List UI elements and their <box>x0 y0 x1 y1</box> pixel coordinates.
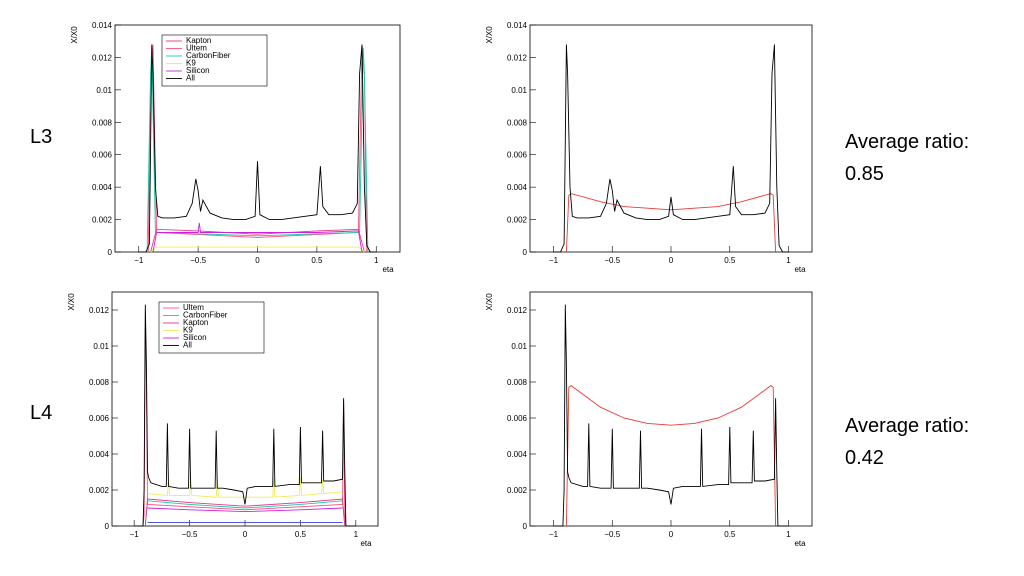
series-line-all <box>553 44 789 253</box>
x-tick-label: 1 <box>786 530 791 539</box>
y-tick-label: 0.006 <box>89 414 110 423</box>
row-label-l3: L3 <box>30 126 53 148</box>
x-tick-label: 1 <box>786 256 791 265</box>
y-axis-label: X/X0 <box>485 26 494 44</box>
x-tick-label: 0 <box>243 530 248 539</box>
y-tick-label: 0.006 <box>92 151 113 160</box>
series-line-k9 <box>147 477 343 498</box>
y-tick-label: 0.01 <box>96 86 112 95</box>
y-tick-label: 0.014 <box>507 21 528 30</box>
ratio-title: Average ratio: <box>845 415 970 437</box>
series-line-k9 <box>150 246 365 253</box>
ratio-block-l3: Average ratio: 0.85 <box>845 126 969 190</box>
legend-label: Silicon <box>183 333 207 342</box>
legend-label: CarbonFiber <box>183 311 228 320</box>
legend-label: Kapton <box>183 318 208 327</box>
x-tick-label: −0.5 <box>190 256 206 265</box>
y-axis-label: X/X0 <box>485 293 494 311</box>
x-tick-label: 0 <box>669 256 674 265</box>
legend-label: CarbonFiber <box>186 51 231 60</box>
legend-label: Kapton <box>186 36 211 45</box>
x-tick-label: 1 <box>374 256 379 265</box>
series-line-all <box>553 304 789 527</box>
x-tick-label: −0.5 <box>604 256 620 265</box>
ratio-value: 0.42 <box>845 447 884 469</box>
legend-label: All <box>186 74 195 83</box>
y-tick-label: 0.002 <box>89 486 110 495</box>
legend-label: Ultem <box>186 44 207 53</box>
y-tick-label: 0.004 <box>507 183 528 192</box>
row-label-l4: L4 <box>30 402 53 424</box>
y-tick-label: 0.01 <box>93 342 109 351</box>
legend-label: K9 <box>186 59 196 68</box>
plot-frame <box>529 291 813 527</box>
y-tick-label: 0.008 <box>507 118 528 127</box>
y-tick-label: 0.004 <box>507 450 528 459</box>
y-tick-label: 0.012 <box>507 53 528 62</box>
series-line-kapton <box>144 498 346 527</box>
y-tick-label: 0.002 <box>507 486 528 495</box>
y-tick-label: 0.01 <box>511 342 527 351</box>
y-tick-label: 0.014 <box>92 21 113 30</box>
x-tick-label: 0 <box>255 256 260 265</box>
y-tick-label: 0.012 <box>89 306 110 315</box>
ratio-value: 0.85 <box>845 163 884 185</box>
y-tick-label: 0.002 <box>92 216 113 225</box>
y-axis-label: X/X0 <box>67 293 76 311</box>
y-tick-label: 0 <box>523 522 528 531</box>
y-tick-label: 0.006 <box>507 414 528 423</box>
x-tick-label: 0.5 <box>724 530 736 539</box>
x-tick-label: −1 <box>130 530 140 539</box>
y-tick-label: 0.012 <box>507 306 528 315</box>
legend-label: Ultem <box>183 303 204 312</box>
x-tick-label: −1 <box>549 530 559 539</box>
ratio-title: Average ratio: <box>845 131 970 153</box>
series-line-all <box>134 304 356 527</box>
x-tick-label: −0.5 <box>604 530 620 539</box>
x-tick-label: 1 <box>354 530 359 539</box>
x-tick-label: 0.5 <box>311 256 323 265</box>
y-tick-label: 0.008 <box>507 378 528 387</box>
legend-box <box>158 301 265 354</box>
y-tick-label: 0.008 <box>92 118 113 127</box>
series-line-silicon <box>152 222 363 253</box>
x-axis-label: eta <box>360 539 372 548</box>
y-tick-label: 0.01 <box>511 86 527 95</box>
y-axis-label: X/X0 <box>70 26 79 44</box>
x-axis-label: eta <box>382 265 394 274</box>
legend-label: K9 <box>183 326 193 335</box>
x-axis-label: eta <box>794 265 806 274</box>
y-tick-label: 0.006 <box>507 151 528 160</box>
series-line-redfit <box>565 193 777 253</box>
legend-label: Silicon <box>186 66 210 75</box>
x-tick-label: 0.5 <box>295 530 307 539</box>
series-line-carbonfiber <box>146 47 369 253</box>
y-tick-label: 0 <box>523 248 528 257</box>
legend-label: All <box>183 341 192 350</box>
y-tick-label: 0 <box>105 522 110 531</box>
series-line-all <box>138 44 377 253</box>
ratio-block-l4: Average ratio: 0.42 <box>845 410 969 474</box>
y-tick-label: 0.004 <box>92 183 113 192</box>
series-line-redfit <box>565 385 777 527</box>
x-tick-label: 0 <box>669 530 674 539</box>
y-tick-label: 0.002 <box>507 216 528 225</box>
y-tick-label: 0 <box>108 248 113 257</box>
x-tick-label: −1 <box>549 256 559 265</box>
x-tick-label: −1 <box>134 256 144 265</box>
y-tick-label: 0.012 <box>92 53 113 62</box>
series-line-silicon <box>147 507 343 513</box>
y-tick-label: 0.004 <box>89 450 110 459</box>
y-tick-label: 0.008 <box>89 378 110 387</box>
x-tick-label: 0.5 <box>724 256 736 265</box>
x-axis-label: eta <box>794 539 806 548</box>
legend-box <box>161 34 268 87</box>
x-tick-label: −0.5 <box>182 530 198 539</box>
